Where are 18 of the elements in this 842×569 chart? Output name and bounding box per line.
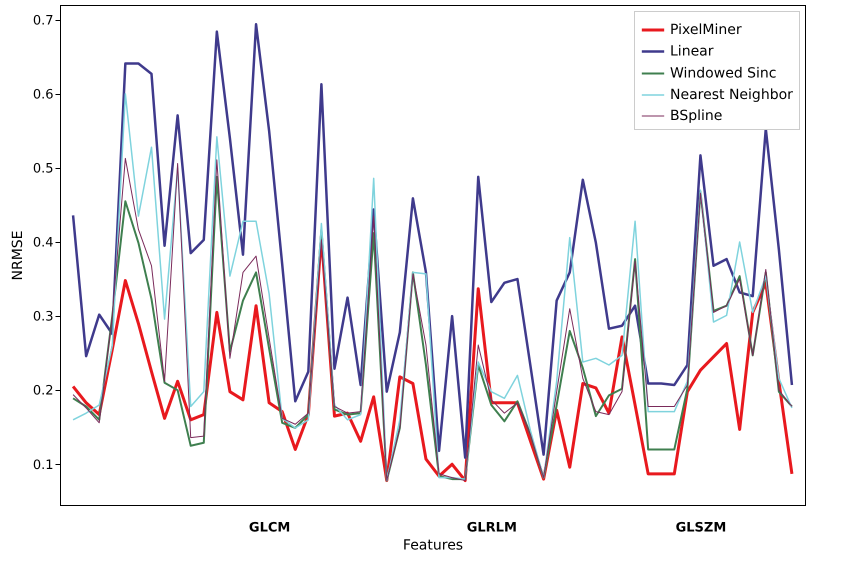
y-tick-label: 0.7 xyxy=(32,13,54,28)
legend-label: Nearest Neighbor xyxy=(670,87,794,103)
legend-label: BSpline xyxy=(670,108,722,124)
y-tick-label: 0.3 xyxy=(32,310,54,325)
y-tick-label: 0.2 xyxy=(32,384,54,399)
legend-label: PixelMiner xyxy=(670,22,742,38)
y-tick-label: 0.1 xyxy=(32,458,54,473)
x-axis-title: Features xyxy=(402,538,464,554)
legend-label: Linear xyxy=(670,44,714,60)
y-axis-title: NRMSE xyxy=(10,230,26,281)
y-tick-label: 0.4 xyxy=(32,236,54,251)
x-tick-label: GLRLM xyxy=(466,520,517,536)
y-tick-label: 0.5 xyxy=(32,161,54,176)
y-tick-label: 0.6 xyxy=(32,87,54,102)
x-tick-label: GLSZM xyxy=(676,520,726,536)
x-tick-label: GLCM xyxy=(248,520,290,536)
line-series xyxy=(72,23,794,459)
legend-label: Windowed Sinc xyxy=(670,66,776,82)
